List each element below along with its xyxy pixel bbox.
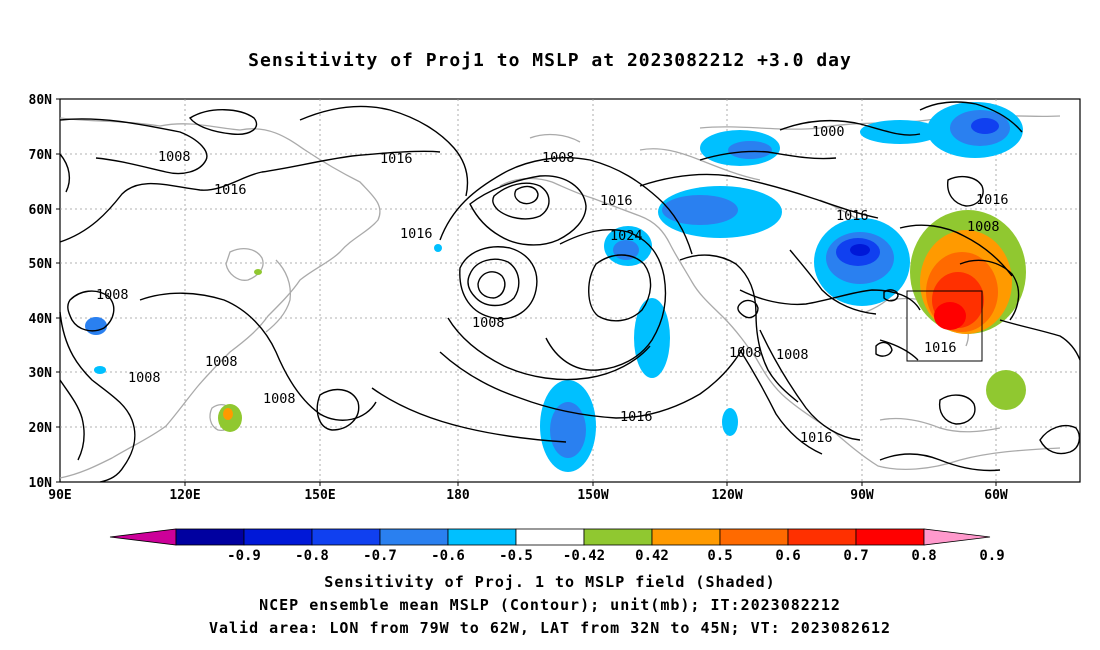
sensitivity-shading (85, 102, 1026, 472)
isobar-label: 1016 (400, 226, 433, 242)
colorbar-box (855, 528, 925, 546)
isobar-label: 1016 (836, 208, 869, 224)
colorbar-box (651, 528, 721, 546)
footer-line-3: Valid area: LON from 79W to 62W, LAT fro… (208, 619, 892, 637)
lon-axis: 90E 120E 150E 180 150W 120W 90W 60W (48, 488, 1008, 503)
isobar-label: 1008 (776, 347, 809, 363)
isobar-label: 1016 (214, 182, 247, 198)
shade-positive (934, 302, 966, 330)
lat-tick-label: 80N (29, 93, 53, 108)
isobar-label: 1016 (380, 151, 413, 167)
lon-tick-label: 90W (850, 488, 874, 503)
lon-tick-label: 120E (169, 488, 200, 503)
lon-ticks (184, 482, 997, 486)
colorbar-tick-label: -0.42 (563, 548, 605, 564)
colorbar-box (311, 528, 381, 546)
shade-positive (986, 370, 1026, 410)
isobar-label: 1008 (263, 391, 296, 407)
lon-tick-label: 150W (577, 488, 608, 503)
valid-area-box (906, 290, 983, 362)
colorbar-tick-label: 0.6 (775, 548, 800, 564)
lat-tick-label: 50N (29, 257, 53, 272)
colorbar-box (719, 528, 789, 546)
colorbar-end-low (109, 528, 177, 546)
colorbar-tick-label: 0.9 (979, 548, 1004, 564)
shade-positive (223, 408, 233, 420)
isobar-label: 1016 (600, 193, 633, 209)
shade-negative (971, 118, 999, 134)
shade-negative (860, 120, 940, 144)
colorbar-tick-label: -0.9 (227, 548, 261, 564)
colorbar-box (379, 528, 449, 546)
footer-line-2: NCEP ensemble mean MSLP (Contour); unit(… (259, 596, 841, 614)
colorbar-box (787, 528, 857, 546)
lat-tick-label: 30N (29, 366, 53, 381)
isobar-label: 1016 (924, 340, 957, 356)
lat-tick-label: 70N (29, 148, 53, 163)
lon-tick-label: 150E (304, 488, 335, 503)
isobar-label: 1008 (128, 370, 161, 386)
shade-negative (850, 244, 870, 256)
lon-tick-label: 60W (984, 488, 1008, 503)
shade-negative (434, 244, 442, 252)
lat-tick-label: 60N (29, 203, 53, 218)
colorbar-end-high (923, 528, 991, 546)
lat-axis: 80N 70N 60N 50N 40N 30N 20N 10N (29, 93, 53, 491)
shade-positive (254, 269, 262, 275)
colorbar-tick-label: -0.5 (499, 548, 533, 564)
isobar-label: 1016 (976, 192, 1009, 208)
footer-line-1: Sensitivity of Proj. 1 to MSLP field (Sh… (324, 573, 776, 591)
colorbar-tick-label: 0.42 (635, 548, 669, 564)
colorbar-box (515, 528, 585, 546)
lat-tick-label: 10N (29, 476, 53, 491)
colorbar-tick-label: 0.5 (707, 548, 732, 564)
isobar-label: 1008 (472, 315, 505, 331)
colorbar-tick-label: -0.7 (363, 548, 397, 564)
lat-tick-label: 20N (29, 421, 53, 436)
isobar-label: 1008 (729, 345, 762, 361)
plot-title: Sensitivity of Proj1 to MSLP at 20230822… (248, 50, 852, 71)
colorbar-tick-label: -0.8 (295, 548, 329, 564)
isobar-label: 1016 (620, 409, 653, 425)
colorbar-box (175, 528, 245, 546)
isobar-contours (59, 101, 1081, 483)
lon-tick-label: 90E (48, 488, 71, 503)
lat-tick-label: 40N (29, 312, 53, 327)
isobar-label: 1008 (158, 149, 191, 165)
shade-negative (662, 195, 738, 225)
colorbar-box (243, 528, 313, 546)
lon-tick-label: 120W (711, 488, 742, 503)
colorbar-box (583, 528, 653, 546)
isobar-label: 1008 (542, 150, 575, 166)
colorbar-tick-label: 0.7 (843, 548, 868, 564)
isobar-label: 1000 (812, 124, 845, 140)
lon-tick-label: 180 (446, 488, 470, 503)
colorbar-tick-label: 0.8 (911, 548, 936, 564)
shade-negative (728, 141, 772, 159)
colorbar-labels: -0.9 -0.8 -0.7 -0.6 -0.5 -0.42 0.42 0.5 0.6 0.7 0.… (227, 548, 1005, 564)
isobar-label: 1024 (610, 228, 643, 244)
lat-ticks (56, 98, 60, 483)
isobar-label: 1008 (96, 287, 129, 303)
isobar-labels: 1008 1016 1016 1008 1016 1008 1008 1008 … (96, 124, 1009, 446)
shade-negative (94, 366, 106, 374)
shade-negative (550, 402, 586, 458)
colorbar-tick-label: -0.6 (431, 548, 465, 564)
shade-negative (722, 408, 738, 436)
isobar-label: 1016 (800, 430, 833, 446)
isobar-label: 1008 (967, 219, 1000, 235)
colorbar-box (447, 528, 517, 546)
isobar-label: 1008 (205, 354, 238, 370)
colorbar (109, 528, 991, 546)
shade-negative (634, 298, 670, 378)
shade-negative (85, 317, 107, 335)
